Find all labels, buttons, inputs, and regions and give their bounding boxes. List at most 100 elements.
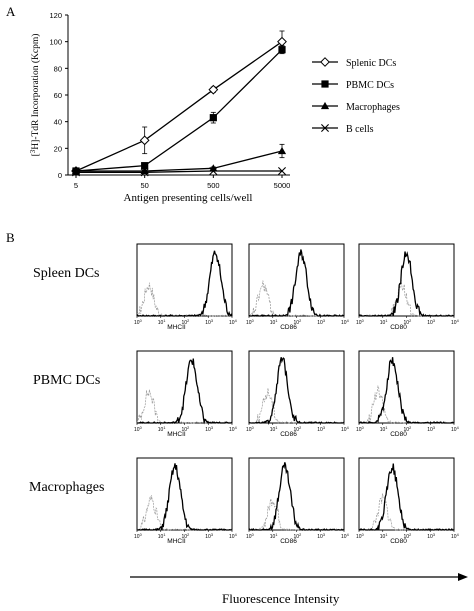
x-tick-label: 102 xyxy=(404,426,412,433)
marker-label: CD80 xyxy=(390,431,407,438)
x-tick-label: 100 xyxy=(246,319,254,326)
series-splenic-dcs xyxy=(71,30,287,176)
x-tick-label: 103 xyxy=(427,319,435,326)
x-tick-label: 103 xyxy=(317,533,325,540)
stained-histogram xyxy=(358,251,455,318)
a-x-tick-label: 500 xyxy=(207,181,220,190)
marker-label: CD86 xyxy=(280,324,297,331)
histogram-pbmc-dcs-cd86: 100 101 102 103 104 CD86 xyxy=(246,350,349,438)
x-tick-label: 102 xyxy=(182,426,190,433)
x-tick-label: 101 xyxy=(270,319,278,326)
marker-label: MHCII xyxy=(167,324,186,331)
x-tick-label: 101 xyxy=(158,533,166,540)
histogram-spleen-dcs-mhcii: 100 101 102 103 104 MHCII xyxy=(134,243,237,331)
x-tick-label: 100 xyxy=(134,426,142,433)
data-point xyxy=(140,168,149,177)
panel-a-label: A xyxy=(6,4,16,19)
histogram-frame xyxy=(248,457,345,531)
a-y-axis-title: [3H]-TdR Incorporation (Kcpm) xyxy=(29,34,41,157)
histogram-spleen-dcs-cd80: 100 101 102 103 104 CD80 xyxy=(356,243,459,331)
x-tick-label: 102 xyxy=(294,426,302,433)
a-y-tick-label: 100 xyxy=(49,38,62,47)
x-tick-label: 104 xyxy=(341,533,349,540)
x-tick-label: 101 xyxy=(380,319,388,326)
stained-histogram xyxy=(137,358,233,425)
row-label-pbmc-dcs: PBMC DCs xyxy=(33,373,101,388)
a-y-tick-label: 0 xyxy=(58,171,62,180)
x-tick-label: 103 xyxy=(317,426,325,433)
legend-item-macrophages: Macrophages xyxy=(312,101,400,113)
series-line xyxy=(75,41,283,172)
x-tick-label: 103 xyxy=(427,533,435,540)
histogram-macrophages-cd86: 100 101 102 103 104 CD86 xyxy=(246,457,349,545)
stained-histogram xyxy=(359,463,455,531)
x-tick-label: 100 xyxy=(356,426,364,433)
x-tick-label: 104 xyxy=(341,319,349,326)
series-line xyxy=(75,49,283,172)
a-y-tick-label: 20 xyxy=(54,144,62,153)
x-tick-label: 103 xyxy=(427,426,435,433)
x-tick-label: 100 xyxy=(356,533,364,540)
marker-label: CD80 xyxy=(390,538,407,545)
a-y-tick-label: 80 xyxy=(54,64,62,73)
data-point xyxy=(209,167,218,175)
a-x-tick-label: 50 xyxy=(140,181,148,190)
legend-marker xyxy=(320,101,330,110)
fluorescence-arrow-head xyxy=(458,573,468,581)
stained-histogram xyxy=(136,250,233,317)
fluorescence-intensity-label: Fluorescence Intensity xyxy=(222,591,340,606)
x-tick-label: 104 xyxy=(341,426,349,433)
x-tick-label: 100 xyxy=(134,533,142,540)
x-tick-label: 103 xyxy=(317,319,325,326)
x-tick-label: 104 xyxy=(451,319,459,326)
data-point xyxy=(209,114,217,122)
histogram-macrophages-cd80: 100 101 102 103 104 CD80 xyxy=(356,457,459,545)
x-tick-label: 104 xyxy=(229,533,237,540)
stained-histogram xyxy=(248,249,345,317)
data-point xyxy=(278,46,286,54)
x-tick-label: 102 xyxy=(404,533,412,540)
a-legend: Splenic DCs PBMC DCs Macrophages B cells xyxy=(312,57,400,135)
x-tick-label: 104 xyxy=(451,426,459,433)
histogram-frame xyxy=(136,243,233,317)
data-point xyxy=(208,84,219,95)
data-point xyxy=(277,146,287,155)
series-b-cells xyxy=(72,167,286,177)
legend-item-splenic-dcs: Splenic DCs xyxy=(312,57,396,69)
histogram-spleen-dcs-cd86: 100 101 102 103 104 CD86 xyxy=(246,243,349,331)
x-tick-label: 101 xyxy=(158,319,166,326)
series-macrophages xyxy=(71,143,287,175)
legend-marker xyxy=(320,57,330,67)
a-y-tick-label: 40 xyxy=(54,118,62,127)
marker-label: CD86 xyxy=(280,538,297,545)
stained-histogram xyxy=(137,463,233,532)
legend-label: Splenic DCs xyxy=(346,58,396,69)
x-tick-label: 102 xyxy=(294,533,302,540)
stained-histogram xyxy=(248,357,345,425)
data-point xyxy=(278,167,286,175)
series-line xyxy=(76,170,282,173)
a-x-tick-label: 5 xyxy=(74,181,78,190)
histogram-frame xyxy=(136,457,233,531)
x-tick-label: 104 xyxy=(229,426,237,433)
legend-label: B cells xyxy=(346,124,374,135)
x-tick-label: 101 xyxy=(270,426,278,433)
histogram-frame xyxy=(358,243,455,317)
stained-histogram xyxy=(359,357,455,424)
marker-label: MHCII xyxy=(167,431,186,438)
row-label-spleen-dcs: Spleen DCs xyxy=(33,266,100,281)
panel-b-label: B xyxy=(6,230,15,245)
a-y-tick-label: 120 xyxy=(49,11,62,20)
x-tick-label: 103 xyxy=(205,426,213,433)
stained-histogram xyxy=(248,462,345,531)
series-line xyxy=(76,150,283,172)
legend-item-b-cells: B cells xyxy=(312,124,374,135)
legend-label: PBMC DCs xyxy=(346,80,394,91)
a-y-tick-label: 60 xyxy=(54,91,62,100)
legend-item-pbmc-dcs: PBMC DCs xyxy=(312,80,394,91)
x-tick-label: 101 xyxy=(270,533,278,540)
data-point xyxy=(72,168,80,177)
panel-a-x-axis-title: Antigen presenting cells/well xyxy=(123,192,253,204)
legend-marker xyxy=(321,124,329,132)
